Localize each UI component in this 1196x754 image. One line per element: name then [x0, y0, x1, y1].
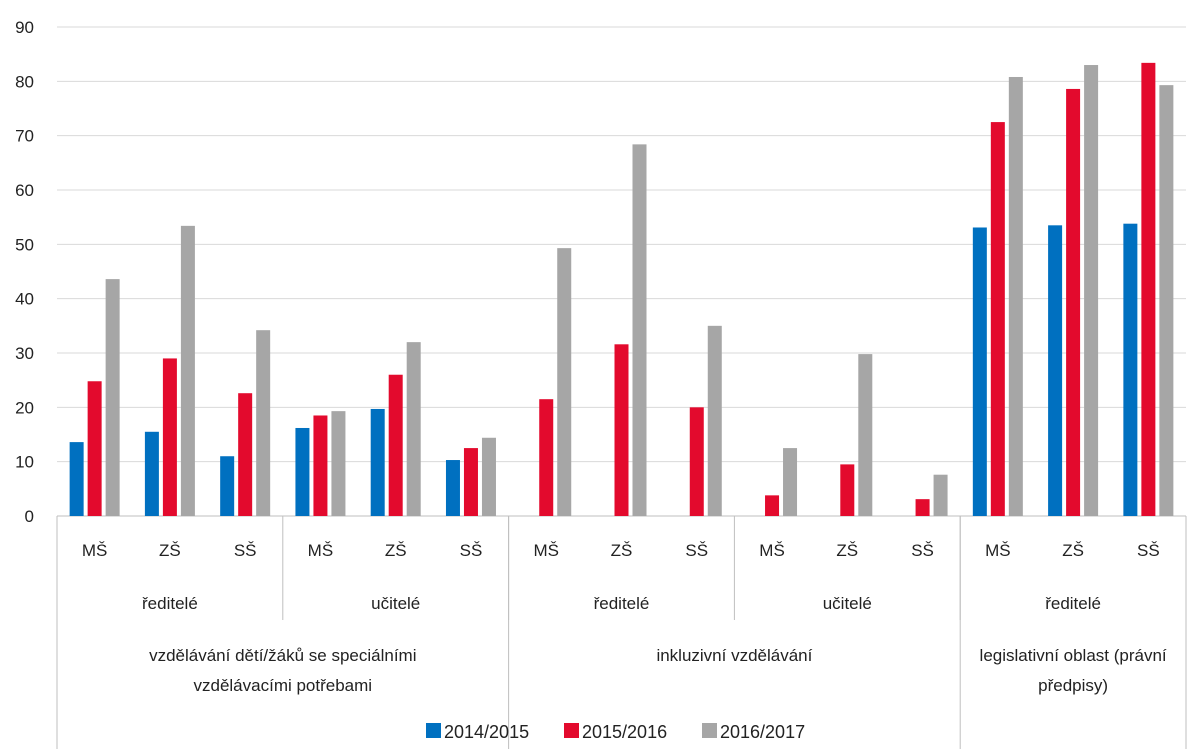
x-tick-label: MŠ — [985, 541, 1011, 560]
group-label-area: předpisy) — [1038, 676, 1108, 695]
x-tick-label: MŠ — [308, 541, 334, 560]
bar-2015-2016-11 — [915, 499, 930, 516]
bar-2016-2017-6 — [557, 248, 572, 517]
group-label-area: vzdělávacími potřebami — [194, 676, 373, 695]
legend-swatch — [426, 723, 441, 738]
bar-2015-2016-9 — [765, 495, 780, 516]
y-tick-label: 20 — [15, 398, 34, 417]
x-tick-label: ZŠ — [836, 541, 858, 560]
bars — [69, 62, 1174, 517]
bar-2014-2015-2 — [220, 456, 235, 516]
x-tick-label: SŠ — [911, 541, 934, 560]
group-label-role: učitelé — [823, 594, 872, 613]
x-tick-label: MŠ — [759, 541, 785, 560]
group-label-role: učitelé — [371, 594, 420, 613]
bar-2015-2016-13 — [1066, 88, 1081, 516]
y-tick-label: 30 — [15, 344, 34, 363]
group-label-area: inkluzivní vzdělávání — [656, 646, 812, 665]
bar-2015-2016-3 — [313, 415, 328, 516]
axes: 0 10 20 30 40 50 60 70 80 90 MŠ ZŠ SŠ MŠ ZŠ SŠ MŠ ZŠ SŠ MŠ Z… — [15, 18, 1187, 754]
bar-2014-2015-0 — [69, 442, 84, 516]
legend-label: 2016/2017 — [720, 722, 805, 742]
group-label-role: ředitelé — [142, 594, 198, 613]
bar-2015-2016-12 — [990, 122, 1005, 516]
bar-2015-2016-0 — [87, 381, 102, 516]
bar-2015-2016-5 — [463, 448, 478, 516]
bar-2016-2017-1 — [180, 225, 195, 517]
bar-2015-2016-8 — [689, 407, 704, 516]
y-tick-label: 80 — [15, 72, 34, 91]
bar-2016-2017-12 — [1008, 76, 1023, 516]
bar-2015-2016-7 — [614, 344, 629, 516]
y-tick-label: 50 — [15, 235, 34, 254]
bar-2014-2015-12 — [972, 227, 987, 517]
group-label-area: vzdělávání dětí/žáků se speciálními — [149, 646, 416, 665]
bar-2016-2017-14 — [1159, 85, 1174, 517]
bar-2016-2017-7 — [632, 144, 647, 517]
bar-2016-2017-5 — [481, 437, 496, 516]
legend-label: 2014/2015 — [444, 722, 529, 742]
bar-2016-2017-8 — [707, 325, 722, 516]
legend-swatch — [702, 723, 717, 738]
x-tick-label: ZŠ — [159, 541, 181, 560]
x-tick-label: SŠ — [234, 541, 257, 560]
y-tick-label: 40 — [15, 290, 34, 309]
y-tick-label: 60 — [15, 181, 34, 200]
x-tick-label: MŠ — [82, 541, 108, 560]
bar-2016-2017-0 — [105, 279, 120, 516]
bar-2014-2015-4 — [370, 408, 385, 516]
bar-2016-2017-10 — [858, 354, 873, 516]
bar-2015-2016-10 — [840, 464, 855, 516]
bar-2015-2016-4 — [388, 374, 403, 516]
bar-2015-2016-6 — [539, 399, 554, 516]
bar-2014-2015-13 — [1048, 225, 1063, 517]
y-tick-label: 70 — [15, 127, 34, 146]
bar-2014-2015-14 — [1123, 223, 1138, 517]
bar-2016-2017-2 — [256, 330, 271, 516]
x-tick-label: ZŠ — [385, 541, 407, 560]
group-label-area: legislativní oblast (právní — [980, 646, 1167, 665]
bar-2016-2017-4 — [406, 342, 421, 516]
bar-2014-2015-3 — [295, 427, 310, 516]
bar-2016-2017-9 — [783, 448, 798, 516]
x-tick-label: ZŠ — [611, 541, 633, 560]
bar-2014-2015-5 — [445, 460, 460, 516]
x-tick-label: MŠ — [533, 541, 559, 560]
bar-2015-2016-14 — [1141, 62, 1156, 517]
legend-swatch — [564, 723, 579, 738]
x-tick-label: SŠ — [1137, 541, 1160, 560]
group-label-role: ředitelé — [1045, 594, 1101, 613]
group-label-role: ředitelé — [594, 594, 650, 613]
bar-2016-2017-3 — [331, 411, 346, 516]
x-tick-label: SŠ — [685, 541, 708, 560]
legend: 2014/2015 2015/2016 2016/2017 — [426, 722, 805, 742]
bar-2015-2016-1 — [162, 358, 177, 516]
bar-2016-2017-11 — [933, 474, 948, 516]
bar-2014-2015-1 — [144, 431, 159, 516]
x-tick-label: SŠ — [460, 541, 483, 560]
bar-2016-2017-13 — [1084, 65, 1099, 517]
y-tick-label: 90 — [15, 18, 34, 37]
legend-label: 2015/2016 — [582, 722, 667, 742]
x-tick-label: ZŠ — [1062, 541, 1084, 560]
y-tick-label: 0 — [25, 507, 34, 526]
bar-2015-2016-2 — [238, 393, 253, 516]
y-tick-label: 10 — [15, 453, 34, 472]
